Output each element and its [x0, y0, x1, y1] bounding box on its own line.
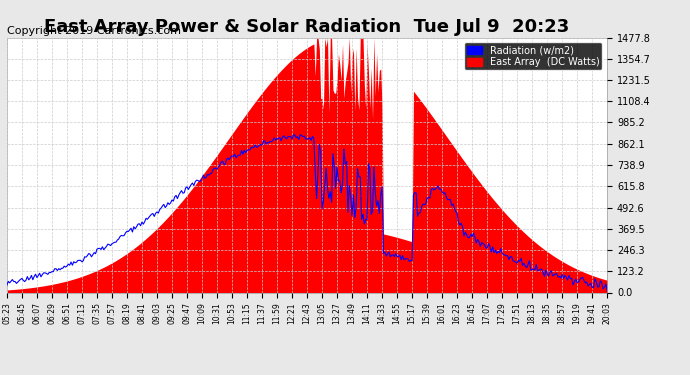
- Text: Copyright 2019 Cartronics.com: Copyright 2019 Cartronics.com: [7, 26, 181, 36]
- Legend: Radiation (w/m2), East Array  (DC Watts): Radiation (w/m2), East Array (DC Watts): [464, 42, 602, 70]
- Title: East Array Power & Solar Radiation  Tue Jul 9  20:23: East Array Power & Solar Radiation Tue J…: [44, 18, 570, 36]
